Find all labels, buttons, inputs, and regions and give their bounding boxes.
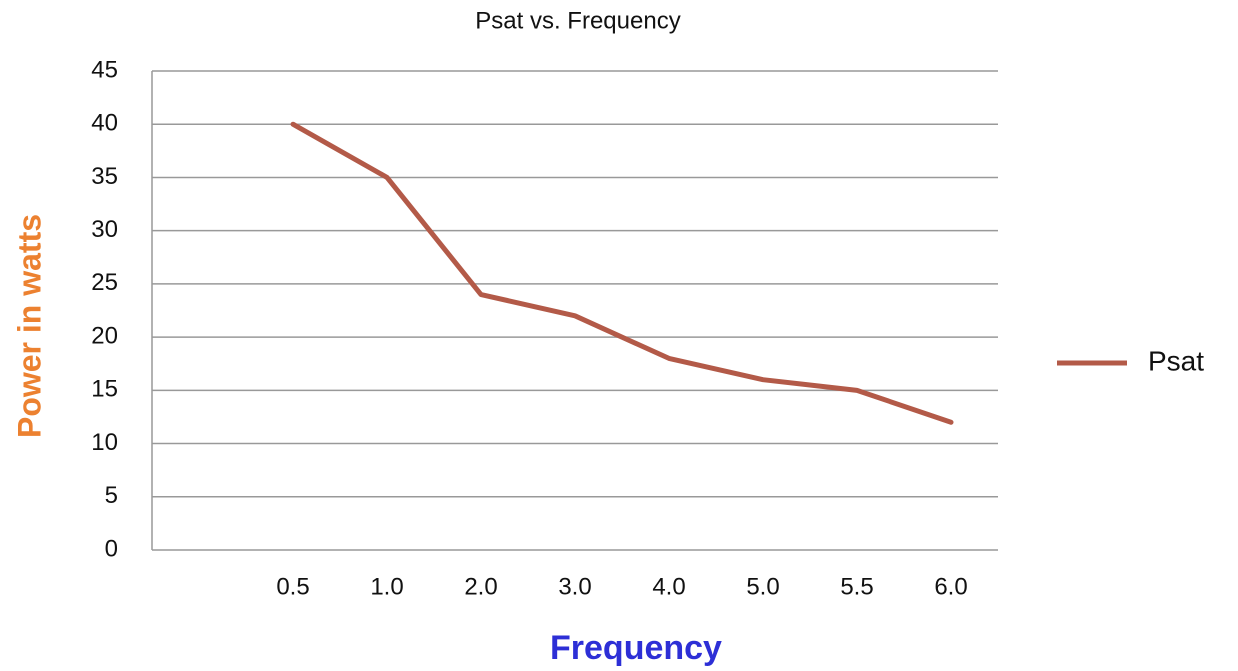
x-tick-label: 1.0: [370, 573, 403, 600]
x-tick-label: 5.5: [840, 573, 873, 600]
x-axis-label: Frequency: [550, 629, 722, 667]
legend-label: Psat: [1148, 345, 1204, 376]
data-line: [290, 121, 954, 425]
x-tick-label: 4.0: [652, 573, 685, 600]
y-tick-label: 5: [105, 482, 118, 509]
x-tick-label: 2.0: [464, 573, 497, 600]
y-tick-label: 35: [91, 163, 118, 190]
x-tick-label: 5.0: [746, 573, 779, 600]
y-tick-label: 0: [105, 535, 118, 562]
y-tick-label: 20: [91, 322, 118, 349]
x-tick-label: 0.5: [276, 573, 309, 600]
chart-title: Psat vs. Frequency: [475, 7, 680, 34]
x-tick-label: 3.0: [558, 573, 591, 600]
x-tick-label: 6.0: [934, 573, 967, 600]
y-tick-label: 45: [91, 56, 118, 83]
y-axis-label: Power in watts: [11, 214, 47, 438]
y-tick-label: 10: [91, 429, 118, 456]
y-tick-label: 15: [91, 376, 118, 403]
y-tick-label: 25: [91, 269, 118, 296]
y-tick-label: 30: [91, 216, 118, 243]
y-tick-label: 40: [91, 110, 118, 137]
